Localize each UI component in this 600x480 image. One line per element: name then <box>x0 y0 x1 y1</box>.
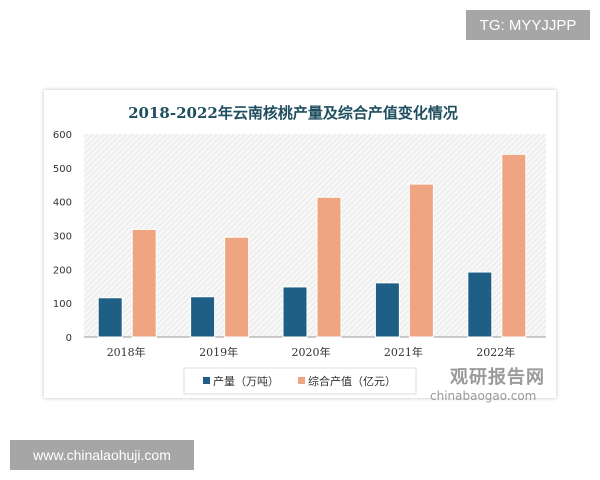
logo-en: chinabaogao.com <box>430 389 537 403</box>
bar-production <box>97 297 123 338</box>
chinabaogao-logo: 观研报告网 chinabaogao.com <box>430 363 545 403</box>
bar-value <box>501 153 527 338</box>
legend-swatch-value <box>298 377 305 384</box>
legend-label-production: 产量（万吨） <box>213 374 279 388</box>
x-tick-label: 2019年 <box>199 345 238 359</box>
watermark-top: TG: MYYJJPP <box>466 10 590 40</box>
bar-production <box>374 282 400 338</box>
bar-value <box>131 228 157 338</box>
x-tick-label: 2018年 <box>107 345 146 359</box>
legend-label-value: 综合产值（亿元） <box>308 374 396 388</box>
bar-production <box>282 286 308 338</box>
x-tick-label: 2021年 <box>384 345 423 359</box>
chart-title: 2018-2022年云南核桃产量及综合产值变化情况 <box>128 104 458 122</box>
y-tick-label: 600 <box>53 130 72 141</box>
legend-swatch-production <box>203 377 210 384</box>
bar-value <box>224 236 250 338</box>
y-tick-label: 300 <box>53 232 72 243</box>
bar-value <box>408 183 434 338</box>
y-tick-label: 200 <box>53 265 72 276</box>
x-tick-label: 2020年 <box>292 345 331 359</box>
y-tick-label: 0 <box>66 333 72 344</box>
y-tick-label: 400 <box>53 198 72 209</box>
bar-production <box>467 271 493 338</box>
y-tick-label: 100 <box>53 299 72 310</box>
y-tick-label: 500 <box>53 164 72 175</box>
bar-value <box>316 196 342 338</box>
legend: 产量（万吨） 综合产值（亿元） <box>183 367 417 395</box>
bar-production <box>190 296 216 338</box>
watermark-bottom: www.chinalaohuji.com <box>10 440 194 470</box>
x-tick-label: 2022年 <box>476 345 515 359</box>
logo-cn: 观研报告网 <box>450 367 545 388</box>
